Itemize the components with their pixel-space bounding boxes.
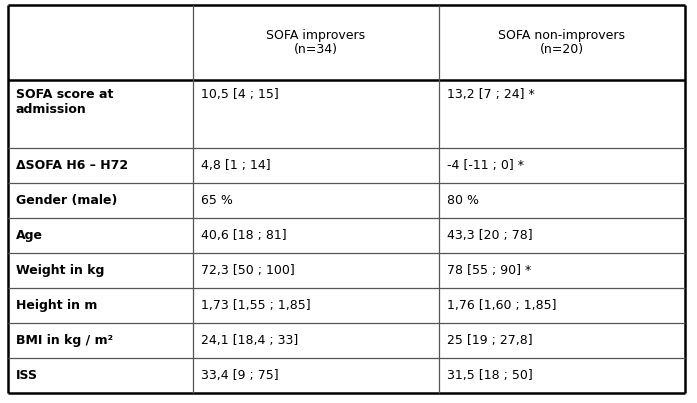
Text: ISS: ISS — [16, 369, 38, 382]
Text: 78 [55 ; 90] *: 78 [55 ; 90] * — [447, 264, 531, 277]
Text: BMI in kg / m²: BMI in kg / m² — [16, 334, 113, 347]
Text: Age: Age — [16, 229, 43, 242]
Text: SOFA improvers
(n=34): SOFA improvers (n=34) — [266, 29, 365, 56]
Text: Gender (male): Gender (male) — [16, 194, 117, 207]
Text: 13,2 [7 ; 24] *: 13,2 [7 ; 24] * — [447, 88, 535, 101]
Text: 10,5 [4 ; 15]: 10,5 [4 ; 15] — [201, 88, 279, 101]
Text: 65 %: 65 % — [201, 194, 233, 207]
Text: 33,4 [9 ; 75]: 33,4 [9 ; 75] — [201, 369, 279, 382]
Text: -4 [-11 ; 0] *: -4 [-11 ; 0] * — [447, 159, 524, 172]
Text: 4,8 [1 ; 14]: 4,8 [1 ; 14] — [201, 159, 270, 172]
Text: 80 %: 80 % — [447, 194, 479, 207]
Text: 24,1 [18,4 ; 33]: 24,1 [18,4 ; 33] — [201, 334, 298, 347]
Text: Weight in kg: Weight in kg — [16, 264, 105, 277]
Text: 1,76 [1,60 ; 1,85]: 1,76 [1,60 ; 1,85] — [447, 299, 556, 312]
Text: 1,73 [1,55 ; 1,85]: 1,73 [1,55 ; 1,85] — [201, 299, 311, 312]
Text: 40,6 [18 ; 81]: 40,6 [18 ; 81] — [201, 229, 286, 242]
Text: ΔSOFA H6 – H72: ΔSOFA H6 – H72 — [16, 159, 128, 172]
Text: 72,3 [50 ; 100]: 72,3 [50 ; 100] — [201, 264, 295, 277]
Text: SOFA score at
admission: SOFA score at admission — [16, 88, 114, 116]
Text: SOFA non-improvers
(n=20): SOFA non-improvers (n=20) — [498, 29, 625, 56]
Text: 31,5 [18 ; 50]: 31,5 [18 ; 50] — [447, 369, 533, 382]
Text: 43,3 [20 ; 78]: 43,3 [20 ; 78] — [447, 229, 533, 242]
Text: Height in m: Height in m — [16, 299, 98, 312]
Text: 25 [19 ; 27,8]: 25 [19 ; 27,8] — [447, 334, 533, 347]
